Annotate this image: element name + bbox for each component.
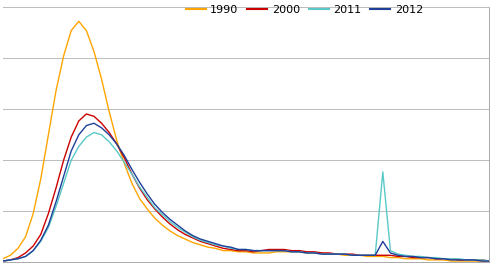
1990 (152, 217, 158, 220)
2011 (122, 161, 127, 164)
1990 (258, 251, 264, 255)
1990 (486, 261, 492, 264)
2012 (486, 259, 492, 263)
1990 (0, 257, 6, 260)
2000 (471, 258, 477, 262)
1990 (213, 247, 218, 250)
Legend: 1990, 2000, 2011, 2012: 1990, 2000, 2011, 2012 (182, 0, 428, 19)
Line: 2011: 2011 (3, 132, 489, 261)
2012 (152, 203, 158, 206)
2000 (426, 256, 431, 259)
Line: 2000: 2000 (3, 114, 489, 261)
2000 (258, 249, 264, 252)
2011 (91, 131, 97, 134)
2012 (426, 256, 431, 259)
Line: 1990: 1990 (3, 21, 489, 262)
2012 (0, 259, 6, 263)
2011 (0, 259, 6, 263)
2000 (152, 207, 158, 210)
2000 (213, 244, 218, 248)
2012 (91, 122, 97, 125)
2000 (84, 112, 90, 116)
1990 (122, 162, 127, 165)
2000 (122, 156, 127, 160)
2011 (258, 249, 264, 252)
2012 (122, 154, 127, 157)
2012 (471, 258, 477, 262)
2012 (258, 249, 264, 252)
2012 (213, 242, 218, 245)
1990 (426, 258, 431, 262)
2011 (486, 259, 492, 263)
2000 (486, 259, 492, 263)
2000 (0, 259, 6, 263)
Line: 2012: 2012 (3, 123, 489, 261)
2011 (152, 206, 158, 209)
2011 (426, 256, 431, 259)
1990 (471, 259, 477, 263)
2011 (471, 258, 477, 262)
2011 (213, 243, 218, 246)
1990 (76, 20, 82, 23)
